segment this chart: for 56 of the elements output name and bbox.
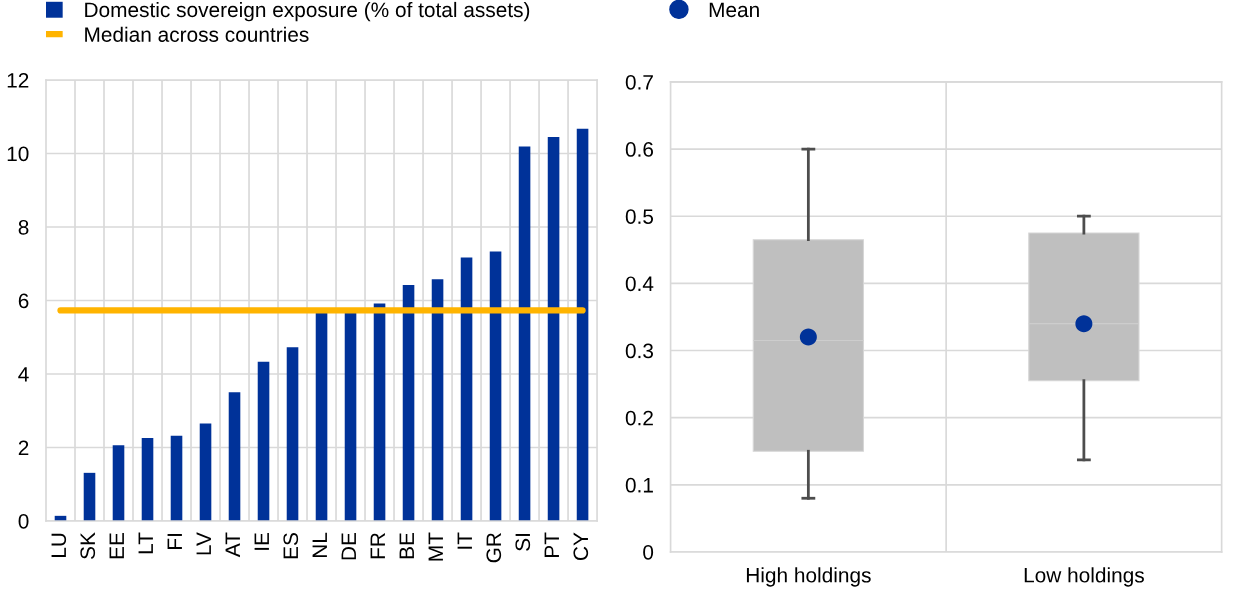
y-tick-label: 0.5 (625, 209, 654, 224)
x-tick-label: EE (109, 532, 124, 559)
y-tick-label: 0.3 (625, 343, 654, 359)
y-tick-label: 0.1 (625, 477, 653, 493)
bar (286, 347, 299, 521)
bar (199, 423, 212, 521)
bar (257, 361, 270, 521)
x-tick-label: FI (167, 534, 182, 549)
bar (489, 251, 502, 521)
bar (170, 435, 183, 521)
y-tick-label: 0.6 (625, 142, 654, 157)
bar (228, 392, 241, 521)
x-tick-label: LV (196, 532, 211, 555)
x-tick-label: LU (51, 533, 67, 558)
bar (315, 311, 328, 521)
x-tick-label: SI (515, 534, 531, 551)
x-tick-label: SK (80, 532, 96, 559)
y-tick-label: 8 (18, 219, 29, 235)
bar (83, 472, 96, 521)
x-tick-label: CY (573, 532, 589, 560)
x-tick-label: NL (312, 532, 327, 558)
x-tick-label: AT (225, 532, 240, 558)
y-tick-label: 0.7 (625, 74, 653, 90)
x-tick-label: IE (254, 532, 269, 550)
x-tick-label: Low holdings (1024, 567, 1144, 587)
y-tick-label: 4 (18, 367, 29, 382)
bar (460, 257, 473, 521)
y-tick-label: 2 (18, 440, 29, 456)
y-tick-label: 6 (18, 293, 29, 309)
legend-label: Median across countries (85, 26, 309, 42)
x-tick-label: GR (486, 533, 502, 563)
legend-label: Domestic sovereign exposure (% of total assets) (85, 1, 530, 22)
y-tick-label: 10 (7, 146, 29, 162)
bar (141, 437, 154, 521)
x-tick-label: High holdings (746, 567, 871, 587)
y-tick-label: 0.2 (625, 410, 653, 426)
x-tick-label: BE (399, 532, 414, 559)
y-tick-label: 0 (643, 544, 654, 560)
y-tick-label: 0.4 (625, 276, 654, 292)
y-tick-label: 0 (18, 513, 29, 529)
bar (431, 279, 444, 521)
bar (518, 146, 531, 521)
x-tick-label: DE (341, 532, 356, 560)
bar (373, 303, 386, 521)
x-tick-label: FR (370, 533, 385, 559)
x-tick-label: ES (283, 533, 299, 559)
bar (576, 128, 589, 521)
x-tick-label: PT (544, 532, 559, 558)
x-tick-label: IT (457, 532, 472, 549)
y-tick-label: 12 (7, 72, 29, 88)
x-tick-label: LT (138, 532, 153, 554)
legend-label: Mean (709, 2, 759, 18)
x-tick-label: MT (428, 532, 443, 561)
bar (112, 445, 125, 521)
bar (402, 285, 415, 521)
bar (547, 136, 560, 521)
